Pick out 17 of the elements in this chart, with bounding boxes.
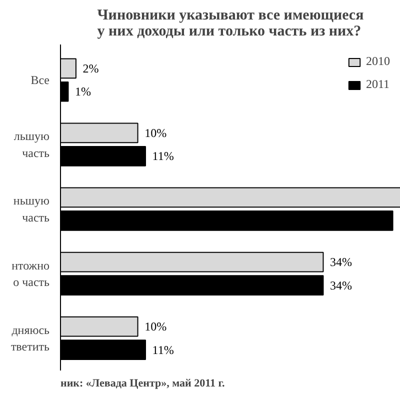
data-label: 10% (144, 126, 167, 140)
y-tick-label: льшую часть (14, 129, 50, 160)
data-label: 1% (75, 84, 92, 99)
data-label: 11% (152, 342, 174, 357)
text: ник: «Левада Центр», май 2011 г. (60, 378, 226, 390)
data-label: 10% (144, 320, 167, 334)
y-tick-label: дняюсь тветить (10, 322, 50, 354)
data-label: 34% (330, 255, 352, 270)
legend-label: 2010 (366, 54, 390, 69)
chart-title: Чиновники указывают все имеющиеся у них доходы или только часть из них? (97, 8, 364, 40)
y-tick-label: нтожно о часть (12, 258, 50, 290)
data-label: 11% (152, 149, 174, 164)
y-tick-label: ньшую часть (13, 194, 50, 225)
data-label: 34% (330, 278, 352, 292)
y-tick-label: Все (30, 73, 50, 88)
legend-label: 2011 (366, 77, 390, 92)
data-label: 2% (82, 61, 99, 76)
